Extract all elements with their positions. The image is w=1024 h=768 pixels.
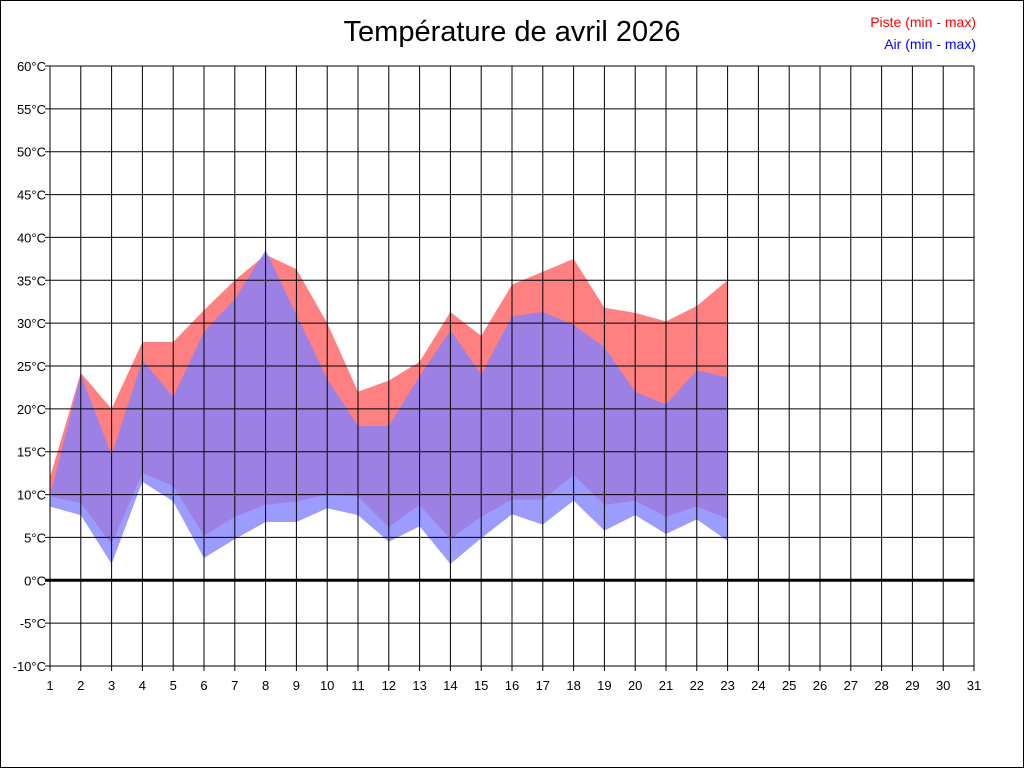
x-tick-label: 8 — [262, 678, 269, 693]
y-tick-label: 40°C — [17, 230, 46, 245]
y-tick-label: 0°C — [24, 573, 46, 588]
x-tick-label: 15 — [474, 678, 488, 693]
x-tick-label: 31 — [967, 678, 981, 693]
x-tick-label: 5 — [170, 678, 177, 693]
x-tick-label: 1 — [46, 678, 53, 693]
x-tick-label: 18 — [566, 678, 580, 693]
x-tick-label: 24 — [751, 678, 765, 693]
x-tick-label: 6 — [200, 678, 207, 693]
legend-piste: Piste (min - max) — [870, 14, 976, 30]
y-tick-label: 50°C — [17, 145, 46, 160]
chart-title: Température de avril 2026 — [343, 16, 681, 48]
x-tick-label: 21 — [659, 678, 673, 693]
x-tick-label: 23 — [720, 678, 734, 693]
x-tick-label: 13 — [412, 678, 426, 693]
series-band-air — [50, 250, 728, 565]
y-tick-label: 10°C — [17, 488, 46, 503]
x-tick-label: 19 — [597, 678, 611, 693]
x-tick-label: 27 — [844, 678, 858, 693]
x-tick-label: 10 — [320, 678, 334, 693]
x-tick-label: 11 — [351, 678, 365, 693]
x-tick-label: 4 — [139, 678, 146, 693]
y-tick-label: 15°C — [17, 445, 46, 460]
x-tick-label: 14 — [443, 678, 457, 693]
y-tick-label: 20°C — [17, 402, 46, 417]
y-tick-label: 30°C — [17, 316, 46, 331]
y-tick-label: -5°C — [20, 616, 46, 631]
x-tick-label: 29 — [905, 678, 919, 693]
y-tick-label: 60°C — [17, 59, 46, 74]
legend-air: Air (min - max) — [884, 36, 976, 52]
x-tick-label: 16 — [505, 678, 519, 693]
x-tick-label: 20 — [628, 678, 642, 693]
x-tick-label: 9 — [293, 678, 300, 693]
y-tick-label: 35°C — [17, 273, 46, 288]
x-tick-label: 22 — [690, 678, 704, 693]
x-tick-label: 2 — [77, 678, 84, 693]
y-tick-label: 25°C — [17, 359, 46, 374]
x-tick-label: 7 — [231, 678, 238, 693]
x-tick-label: 25 — [782, 678, 796, 693]
y-tick-label: 45°C — [17, 188, 46, 203]
x-tick-label: 28 — [874, 678, 888, 693]
y-tick-label: -10°C — [13, 659, 46, 674]
y-tick-label: 5°C — [24, 530, 46, 545]
x-tick-label: 12 — [382, 678, 396, 693]
x-tick-label: 26 — [813, 678, 827, 693]
x-tick-label: 30 — [936, 678, 950, 693]
x-tick-label: 17 — [536, 678, 550, 693]
x-tick-label: 3 — [108, 678, 115, 693]
y-tick-label: 55°C — [17, 102, 46, 117]
